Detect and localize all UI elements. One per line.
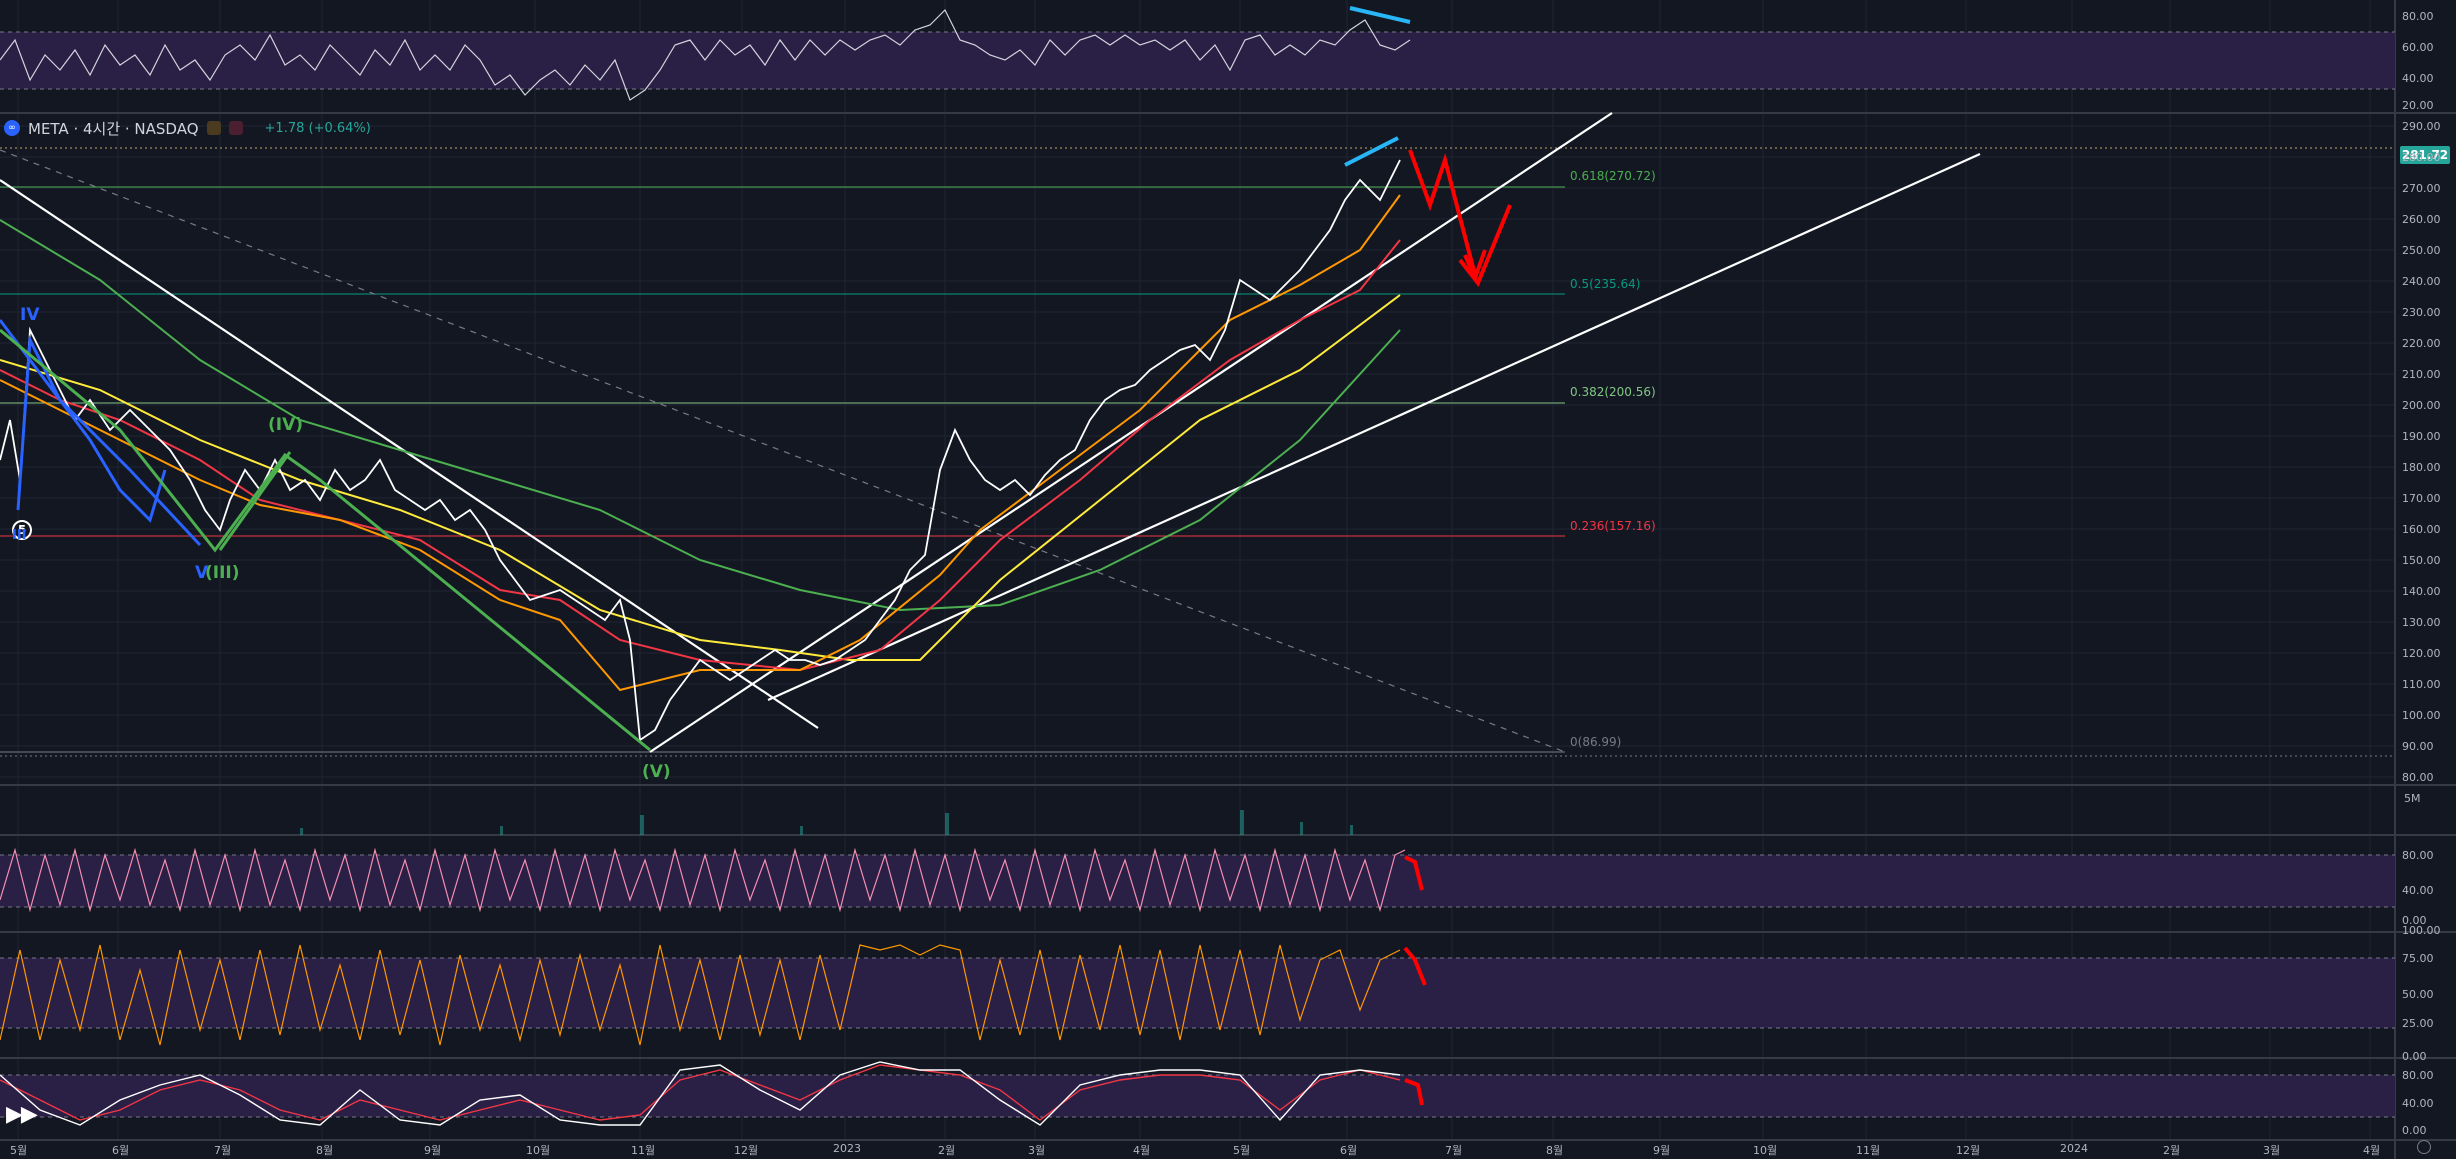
price-tick: 110.00 (2402, 678, 2441, 691)
price-series (0, 159, 1401, 742)
rsi-tick: 20.00 (2402, 99, 2434, 112)
red-projection-arrow (1408, 149, 1512, 287)
time-tick: 11월 (631, 1144, 656, 1157)
time-tick: 2023 (833, 1142, 861, 1155)
price-tick: 140.00 (2402, 585, 2441, 598)
price-tick: 180.00 (2402, 461, 2441, 474)
wave-label-iii-blue: III (12, 528, 27, 543)
time-tick: 9월 (1653, 1144, 1671, 1157)
time-tick: 4월 (2363, 1144, 2381, 1157)
price-tick: 200.00 (2402, 399, 2441, 412)
osc3-tick: 80.00 (2402, 1069, 2434, 1082)
market-status-icon[interactable] (206, 121, 221, 135)
time-tick: 6월 (1340, 1144, 1358, 1157)
time-tick: 3월 (1028, 1144, 1046, 1157)
price-tick: 120.00 (2402, 647, 2441, 660)
time-tick: 10월 (526, 1144, 551, 1157)
moving-averages (0, 194, 1401, 692)
price-tick: 150.00 (2402, 554, 2441, 567)
oscillator-2 (0, 944, 2395, 1046)
time-tick: 12월 (734, 1144, 759, 1157)
settings-gear-icon[interactable] (2417, 1140, 2431, 1154)
time-tick: 12월 (1956, 1144, 1981, 1157)
trend-lines (0, 112, 1981, 753)
grid-lines (0, 0, 2395, 1140)
time-tick: 6월 (112, 1144, 130, 1157)
osc2-tick: 100.00 (2402, 924, 2441, 937)
price-change: +1.78 (+0.64%) (264, 120, 371, 136)
time-tick: 5월 (10, 1144, 28, 1157)
price-tick: 100.00 (2402, 709, 2441, 722)
fib-lines (0, 147, 2395, 757)
osc2-tick: 50.00 (2402, 988, 2434, 1001)
volume-bars (300, 810, 1353, 835)
osc2-tick: 0.00 (2402, 1050, 2427, 1063)
oscillator-1 (0, 847, 2395, 913)
time-tick: 2024 (2060, 1142, 2088, 1155)
top-rsi-panel (0, 6, 2395, 101)
time-tick: 5월 (1233, 1144, 1251, 1157)
alert-status-icon[interactable] (228, 121, 243, 135)
price-tick: 220.00 (2402, 337, 2441, 350)
price-tick: 280.00 (2402, 151, 2441, 164)
time-tick: 2월 (938, 1144, 956, 1157)
price-tick: 230.00 (2402, 306, 2441, 319)
price-tick: 190.00 (2402, 430, 2441, 443)
symbol-title[interactable]: META · 4시간 · NASDAQ (28, 119, 199, 138)
time-tick: 2월 (2163, 1144, 2181, 1157)
price-tick: 270.00 (2402, 182, 2441, 195)
price-tick: 90.00 (2402, 740, 2434, 753)
current-price-tag: 281.72 (2400, 146, 2450, 164)
fib-label-0236: 0.236(157.16) (1570, 519, 1656, 533)
rsi-tick: 40.00 (2402, 72, 2434, 85)
time-tick: 3월 (2263, 1144, 2281, 1157)
symbol-header[interactable]: ∞ META · 4시간 · NASDAQ +1.78 (+0.64%) (4, 117, 371, 139)
osc2-tick: 25.00 (2402, 1017, 2434, 1030)
time-tick: 7월 (1445, 1144, 1463, 1157)
wave-label-iii-green: (III) (205, 563, 240, 583)
price-tick: 210.00 (2402, 368, 2441, 381)
elliott-waves (0, 136, 1399, 752)
tradingview-logo-icon[interactable]: ▶▶ (6, 1102, 38, 1127)
osc1-tick: 0.00 (2402, 914, 2427, 927)
time-tick: 9월 (424, 1144, 442, 1157)
price-tick: 290.00 (2402, 120, 2441, 133)
price-tick: 250.00 (2402, 244, 2441, 257)
rsi-tick: 80.00 (2402, 10, 2434, 23)
osc1-tick: 80.00 (2402, 849, 2434, 862)
price-tick: 260.00 (2402, 213, 2441, 226)
price-tick: 240.00 (2402, 275, 2441, 288)
osc1-tick: 40.00 (2402, 884, 2434, 897)
wave-label-iv-green: (IV) (268, 415, 304, 435)
wave-label-five: 5 (12, 520, 32, 540)
volume-axis-label: 5M (2404, 792, 2421, 805)
fib-label-0: 0(86.99) (1570, 735, 1622, 749)
osc2-tick: 75.00 (2402, 952, 2434, 965)
osc3-tick: 40.00 (2402, 1097, 2434, 1110)
price-tick: 80.00 (2402, 771, 2434, 784)
price-tick: 160.00 (2402, 523, 2441, 536)
time-tick: 10월 (1753, 1144, 1778, 1157)
price-tick: 170.00 (2402, 492, 2441, 505)
fib-label-05: 0.5(235.64) (1570, 277, 1641, 291)
oscillator-3 (0, 1061, 2395, 1126)
fib-label-0618: 0.618(270.72) (1570, 169, 1656, 183)
time-tick: 4월 (1133, 1144, 1151, 1157)
time-tick: 8월 (1546, 1144, 1564, 1157)
wave-label-v-green: (V) (642, 762, 671, 782)
time-tick: 11월 (1856, 1144, 1881, 1157)
meta-logo-icon: ∞ (4, 120, 20, 136)
time-tick: 8월 (316, 1144, 334, 1157)
rsi-tick: 60.00 (2402, 41, 2434, 54)
osc3-tick: 0.00 (2402, 1124, 2427, 1137)
wave-label-v-blue: V (195, 563, 209, 583)
time-tick: 7월 (214, 1144, 232, 1157)
wave-label-iv-blue: IV (20, 305, 40, 325)
fib-label-0382: 0.382(200.56) (1570, 385, 1656, 399)
price-tick: 130.00 (2402, 616, 2441, 629)
